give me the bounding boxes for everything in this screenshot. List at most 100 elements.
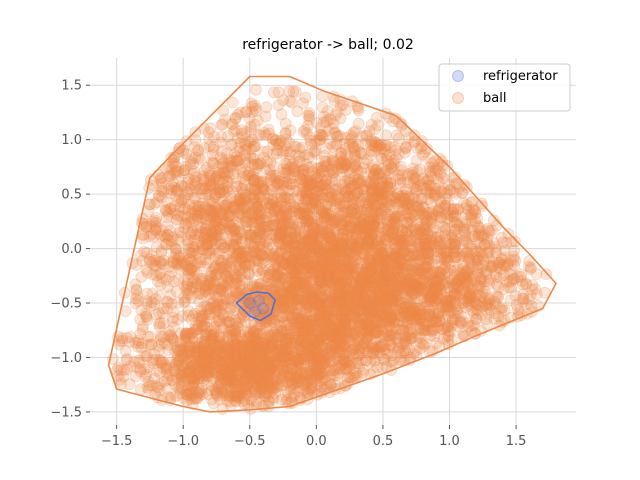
ball-point	[285, 391, 298, 404]
ball-point	[111, 364, 123, 377]
ball-point	[254, 327, 267, 340]
ball-point	[255, 383, 268, 396]
ball-point	[224, 381, 237, 394]
ball-point	[207, 355, 220, 368]
ball-point	[192, 345, 205, 358]
ball-point	[202, 344, 215, 357]
ball-point	[193, 387, 206, 400]
ball-point	[141, 381, 154, 394]
ball-point	[234, 349, 247, 362]
ball-point	[262, 366, 274, 378]
ball-point	[197, 374, 210, 386]
ball-point	[185, 313, 198, 326]
ball-point	[157, 355, 169, 368]
ball-point	[240, 352, 253, 364]
ball-point	[184, 364, 197, 377]
ball-point	[247, 361, 260, 374]
ball-point	[209, 383, 222, 396]
ball-point	[238, 348, 251, 361]
ball-point	[190, 323, 203, 336]
ball-point	[254, 357, 267, 370]
ball-point	[250, 365, 263, 378]
ball-point	[277, 361, 290, 374]
ball-point	[252, 380, 264, 393]
ball-point	[269, 387, 281, 400]
ball-point	[232, 326, 245, 338]
ball-point	[264, 362, 277, 375]
ball-point	[227, 390, 240, 403]
ball-point	[339, 363, 352, 376]
ball-point	[180, 336, 193, 349]
ball-point	[231, 321, 244, 334]
ball-point	[244, 123, 257, 136]
ball-point	[240, 387, 253, 400]
ball-point	[132, 334, 145, 347]
ball-point	[238, 376, 251, 389]
ball-point	[276, 379, 289, 392]
ball-point	[296, 366, 309, 379]
ball-point	[133, 356, 145, 369]
ball-point	[233, 392, 246, 405]
ball-point	[262, 394, 275, 407]
ball-point	[226, 365, 239, 378]
ball-point	[242, 366, 255, 379]
ball-point	[301, 375, 314, 387]
ball-point	[244, 393, 257, 406]
ball-point	[222, 340, 235, 353]
ball-point	[237, 366, 250, 379]
ball-point	[276, 343, 289, 356]
ball-point	[260, 371, 273, 384]
ball-point	[226, 373, 239, 386]
ball-point	[244, 360, 257, 373]
ball-point	[235, 362, 248, 375]
ball-point	[205, 333, 218, 345]
ball-point	[325, 330, 338, 343]
ball-point	[244, 350, 257, 363]
ball-point	[296, 358, 309, 371]
ball-point	[281, 386, 294, 398]
ball-point	[176, 366, 189, 379]
ball-point	[252, 335, 265, 348]
chart-title: refrigerator -> ball; 0.02	[242, 37, 414, 53]
ball-point	[210, 316, 223, 329]
ball-point	[262, 364, 275, 377]
ball-point	[297, 378, 310, 391]
ball-point	[220, 389, 233, 402]
ball-point	[245, 348, 258, 361]
ball-point	[142, 383, 155, 396]
ball-point	[222, 351, 234, 364]
ball-point	[226, 329, 238, 342]
ball-point	[191, 392, 204, 405]
ball-point	[274, 367, 287, 380]
ball-point	[181, 358, 194, 371]
ball-point	[145, 338, 158, 351]
ball-point	[261, 371, 274, 384]
ball-point	[243, 354, 256, 367]
ball-point	[241, 379, 254, 391]
ball-point	[183, 344, 196, 357]
ball-point	[317, 367, 330, 380]
ball-point	[245, 341, 258, 354]
ball-point	[216, 386, 228, 399]
ball-point	[213, 329, 226, 342]
ball-point	[515, 268, 528, 281]
ball-point	[176, 359, 189, 372]
ball-point	[222, 351, 235, 364]
ball-point	[280, 348, 293, 361]
ball-point	[219, 383, 232, 396]
ball-point	[449, 223, 462, 236]
ball-point	[153, 344, 166, 357]
ball-point	[181, 344, 194, 357]
ball-point	[263, 360, 276, 373]
ball-point	[230, 374, 243, 387]
ball-point	[227, 324, 240, 337]
ball-point	[316, 354, 329, 367]
ball-point	[258, 374, 271, 387]
ball-point	[279, 117, 292, 130]
ball-point	[325, 345, 338, 358]
ball-point	[153, 384, 166, 397]
ball-point	[243, 366, 256, 379]
ball-point	[381, 154, 394, 167]
ball-point	[215, 346, 228, 359]
ball-point	[278, 345, 291, 358]
